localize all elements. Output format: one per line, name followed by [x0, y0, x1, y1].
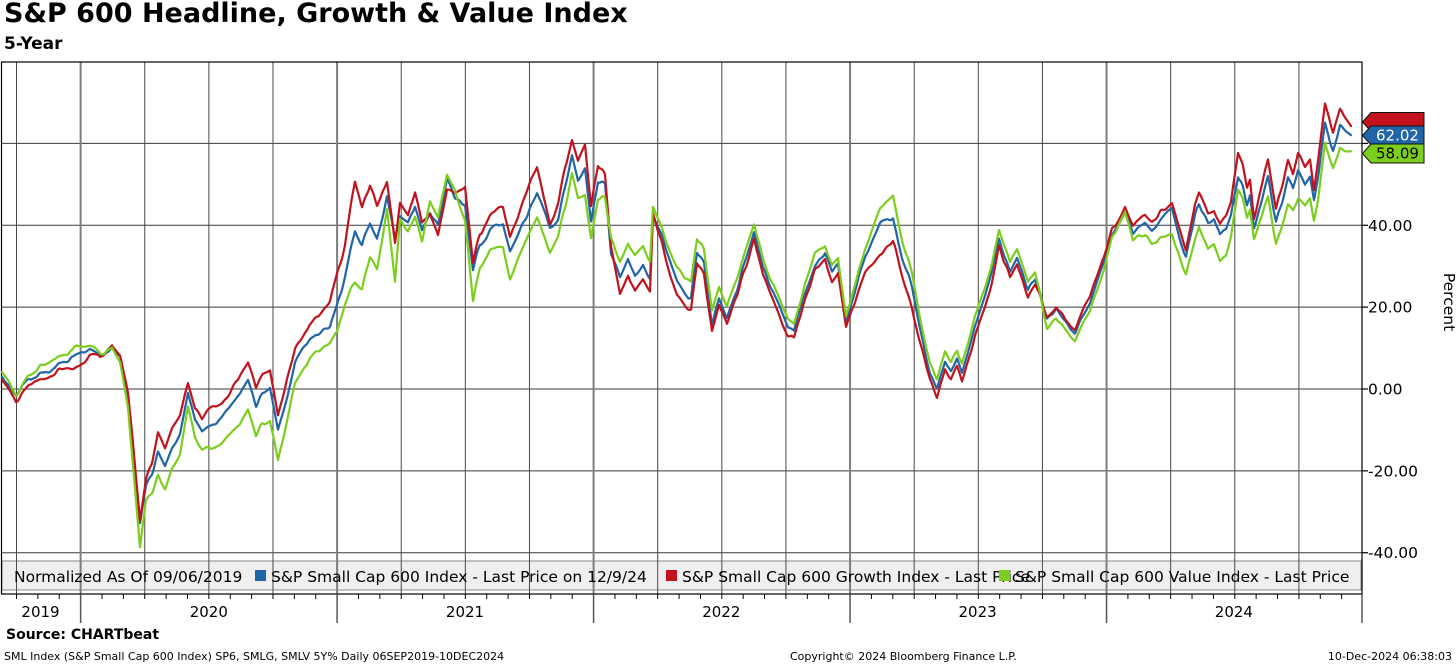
series-line-growth — [0, 102, 1353, 522]
y-axis-title: Percent — [1440, 273, 1456, 331]
x-year-label: 2019 — [21, 603, 59, 621]
footer-copyright: Copyright© 2024 Bloomberg Finance L.P. — [790, 650, 1017, 663]
y-tick-label: 40.00 — [1368, 217, 1412, 235]
page-title: S&P 600 Headline, Growth & Value Index — [4, 0, 628, 29]
legend-item-growth[interactable]: S&P Small Cap 600 Growth Index - Last Pr… — [682, 568, 1030, 586]
legend-swatch-value[interactable] — [999, 570, 1010, 581]
y-tick-label: -20.00 — [1368, 462, 1418, 480]
last-price-value-index[interactable]: 62.02 — [1376, 127, 1419, 145]
last-price-value-value[interactable]: 58.09 — [1376, 145, 1419, 163]
series-line-value — [0, 141, 1353, 549]
footer-ticker-info: SML Index (S&P Small Cap 600 Index) SP6,… — [4, 650, 505, 663]
legend-item-value[interactable]: S&P Small Cap 600 Value Index - Last Pri… — [1015, 568, 1349, 586]
last-price-label-value[interactable] — [1361, 143, 1425, 164]
x-year-label: 2022 — [702, 603, 740, 621]
last-price-label-index[interactable] — [1361, 125, 1425, 146]
footer-timestamp: 10-Dec-2024 06:38:03 — [1327, 650, 1452, 663]
source-line: Source: CHARTbeat — [6, 627, 160, 643]
x-year-label: 2020 — [190, 603, 228, 621]
legend-normalized-note: Normalized As Of 09/06/2019 — [14, 568, 242, 586]
series-line-index — [0, 121, 1353, 525]
legend-swatch-index[interactable] — [255, 570, 266, 581]
legend-bar — [1, 560, 1362, 591]
y-tick-label: 20.00 — [1368, 299, 1412, 317]
plot-frame — [0, 61, 1363, 595]
chart-period-label: 5-Year — [4, 34, 63, 54]
legend-item-index[interactable]: S&P Small Cap 600 Index - Last Price on … — [271, 568, 647, 586]
y-tick-label: 0.00 — [1368, 381, 1403, 399]
y-tick-label: -40.00 — [1368, 544, 1418, 562]
x-year-label: 2024 — [1215, 603, 1253, 621]
legend-swatch-growth[interactable] — [666, 570, 677, 581]
x-year-label: 2021 — [446, 603, 484, 621]
x-year-label: 2023 — [959, 603, 997, 621]
